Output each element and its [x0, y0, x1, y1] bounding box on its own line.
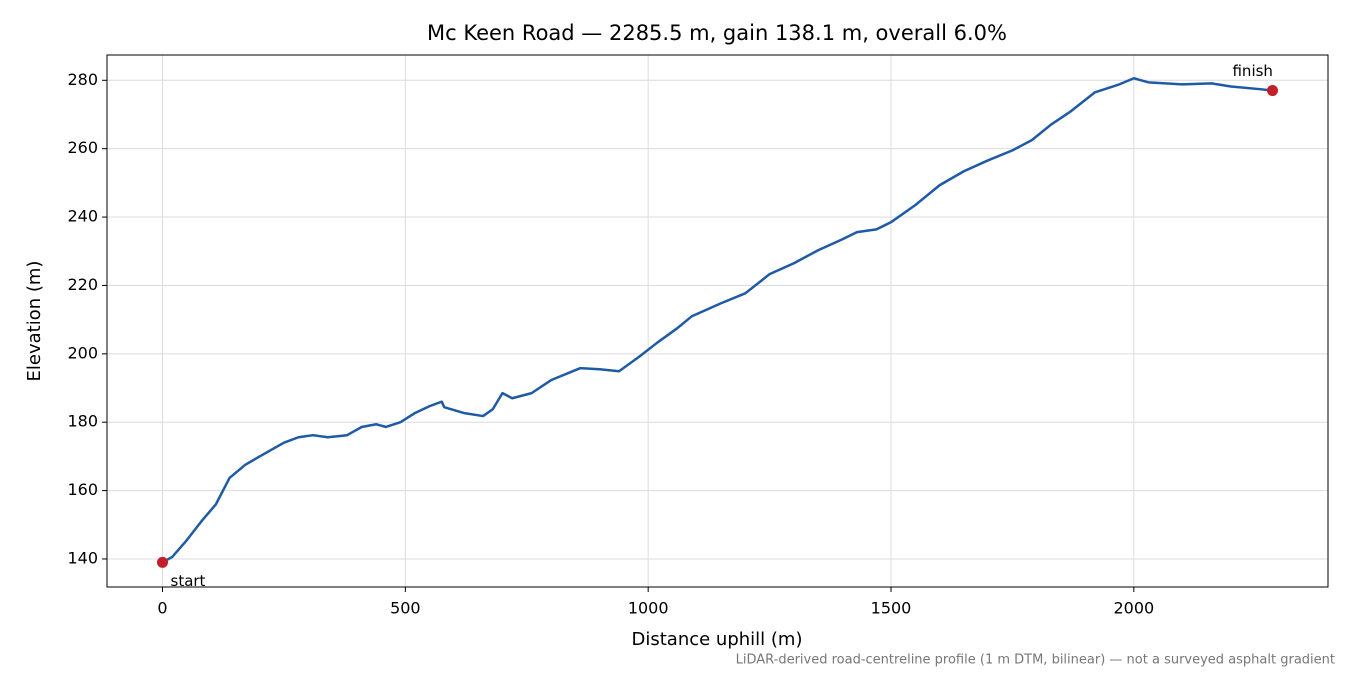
marker-label: start — [171, 572, 206, 590]
y-tick-label: 160 — [67, 480, 98, 499]
y-tick-label: 240 — [67, 207, 98, 226]
x-tick-label: 2000 — [1113, 599, 1154, 618]
endpoint-marker — [1266, 85, 1278, 97]
y-tick-label: 180 — [67, 412, 98, 431]
x-tick-label: 1500 — [871, 599, 912, 618]
x-tick-label: 1000 — [628, 599, 669, 618]
footnote: LiDAR-derived road-centreline profile (1… — [736, 653, 1335, 668]
endpoint-marker — [157, 556, 169, 568]
y-axis-label: Elevation (m) — [24, 261, 45, 382]
elevation-line — [161, 76, 1273, 564]
y-tick-label: 140 — [67, 548, 98, 567]
x-axis-label: Distance uphill (m) — [632, 629, 803, 650]
y-tick-label: 200 — [67, 343, 98, 362]
x-tick-label: 500 — [390, 599, 421, 618]
y-tick-label: 260 — [67, 138, 98, 157]
chart-title: Mc Keen Road — 2285.5 m, gain 138.1 m, o… — [427, 21, 1007, 45]
y-tick-label: 220 — [67, 275, 98, 294]
x-tick-label: 0 — [157, 599, 167, 618]
marker-label: finish — [1232, 62, 1272, 80]
plot-frame — [106, 54, 1329, 588]
y-tick-label: 280 — [67, 70, 98, 89]
